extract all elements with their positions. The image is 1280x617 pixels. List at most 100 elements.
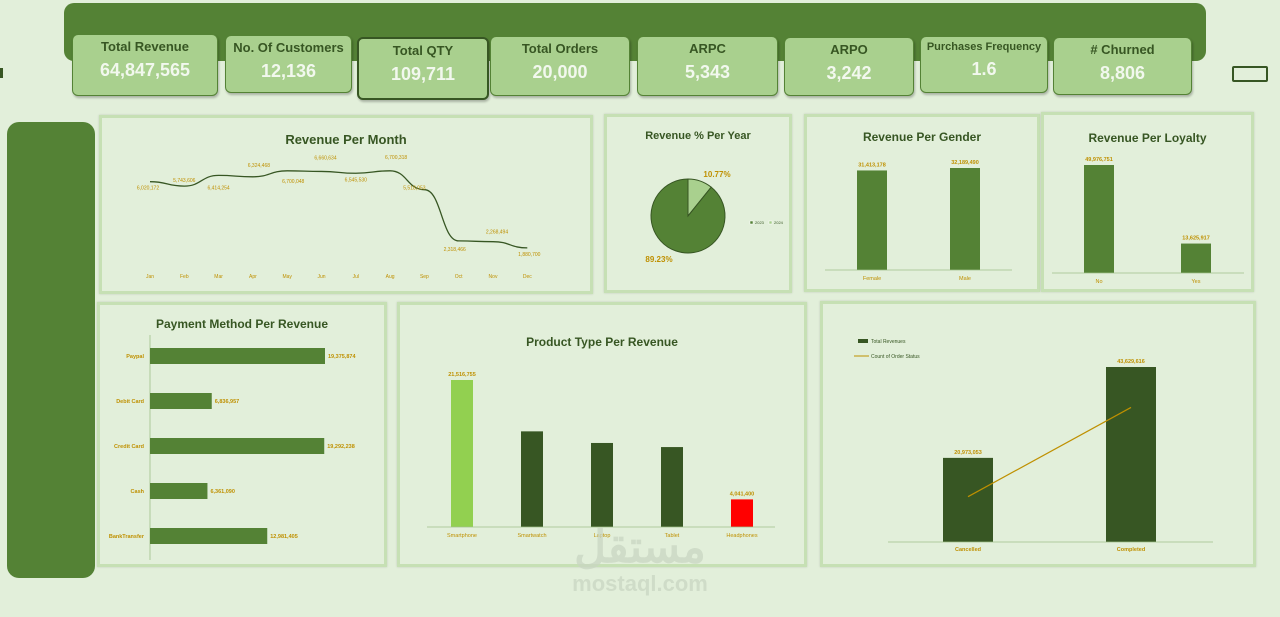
- bar: [950, 168, 980, 270]
- legend-label: Total Revenues: [871, 339, 906, 345]
- x-tick-label: Female: [863, 276, 881, 282]
- edge-marker: [0, 68, 3, 78]
- kpi-card-churned[interactable]: # Churned 8,806: [1053, 37, 1192, 95]
- data-label: 31,413,178: [858, 162, 886, 168]
- pie-label: 89.23%: [645, 255, 672, 264]
- y-tick-label: Debit Card: [116, 399, 144, 405]
- x-tick-label: Aug: [386, 274, 395, 280]
- kpi-card-purchases-frequency[interactable]: Purchases Frequency 1.6: [920, 36, 1048, 93]
- watermark: مستقل mostaql.com: [540, 525, 740, 597]
- kpi-title: Total Orders: [521, 41, 599, 56]
- legend-swatch: [858, 339, 868, 343]
- revenue-per-month-chart: 6,020,172 5,743,606 6,414,254 6,324,468 6,70…: [137, 155, 541, 280]
- y-tick-label: Credit Card: [114, 444, 144, 450]
- data-label: 6,700,048: [282, 179, 304, 185]
- kpi-card-arpo[interactable]: ARPO 3,242: [784, 37, 914, 96]
- kpi-card-total-orders[interactable]: Total Orders 20,000: [490, 36, 630, 96]
- data-label: 1,880,700: [518, 252, 540, 258]
- watermark-arabic: مستقل: [574, 523, 706, 572]
- chart-title: Revenue Per Loyalty: [1088, 131, 1207, 145]
- x-tick-label: Mar: [214, 274, 223, 280]
- revenue-per-loyalty-panel: Revenue Per Loyalty 49,976,751 No 13,625,9…: [1041, 112, 1254, 292]
- order-status-chart: Total Revenues Count of Order Status 20,97…: [854, 339, 1213, 553]
- x-tick-label: Oct: [455, 274, 463, 280]
- kpi-card-no-of-customers[interactable]: No. Of Customers 12,136: [225, 35, 352, 93]
- kpi-title: Total Revenue: [101, 39, 189, 54]
- bar: [1181, 243, 1211, 273]
- data-label: 5,743,606: [173, 178, 195, 184]
- data-label: 43,629,616: [1117, 359, 1145, 365]
- kpi-value: 1.6: [971, 59, 997, 79]
- kpi-card-total-revenue[interactable]: Total Revenue 64,847,565: [72, 34, 218, 96]
- kpi-value: 8,806: [1099, 63, 1146, 83]
- data-label: 6,700,318: [385, 155, 407, 161]
- data-label: 20,973,053: [954, 450, 982, 456]
- legend-label: 2024: [774, 220, 784, 225]
- kpi-title: Total QTY: [392, 43, 454, 58]
- kpi-card-total-qty[interactable]: Total QTY 109,711: [357, 37, 489, 100]
- bar: [150, 528, 268, 544]
- x-tick-label: Tablet: [665, 533, 680, 539]
- x-tick-label: Male: [959, 276, 971, 282]
- exit-button[interactable]: [1232, 66, 1268, 82]
- data-label: 6,414,254: [207, 185, 229, 191]
- bar: [150, 438, 325, 454]
- x-tick-label: Completed: [1117, 547, 1145, 553]
- bar: [451, 380, 473, 527]
- legend-swatch: [768, 220, 773, 225]
- x-tick-label: Dec: [523, 274, 532, 280]
- x-tick-label: Jun: [317, 274, 325, 280]
- data-label: 12,981,405: [270, 534, 298, 540]
- bar: [521, 431, 543, 527]
- order-count-line: [967, 406, 1132, 498]
- revenue-per-year-panel: Revenue % Per Year 10.77% 89.23% 2023 2024: [604, 114, 792, 293]
- kpi-value: 64,847,565: [99, 60, 191, 80]
- x-tick-label: Laptop: [594, 533, 611, 539]
- kpi-value: 3,242: [826, 63, 872, 83]
- bar: [1106, 367, 1156, 542]
- chart-title: Product Type Per Revenue: [526, 335, 678, 349]
- x-tick-label: Sep: [420, 274, 429, 280]
- data-label: 2,268,494: [486, 230, 508, 236]
- pie-label: 10.77%: [703, 170, 730, 179]
- kpi-title: # Churned: [1090, 42, 1155, 57]
- bar: [150, 393, 212, 409]
- data-label: 49,976,751: [1085, 157, 1113, 163]
- x-tick-label: Jul: [353, 274, 359, 280]
- payment-method-panel: Payment Method Per Revenue 19,375,874 Pay…: [97, 302, 387, 567]
- chart-title: Payment Method Per Revenue: [155, 317, 329, 331]
- data-label: 6,836,957: [215, 399, 239, 405]
- x-tick-label: Smartwatch: [517, 533, 546, 539]
- x-tick-label: May: [282, 274, 292, 280]
- bar: [150, 348, 325, 364]
- revenue-per-gender-panel: Revenue Per Gender 31,413,178 Female 32,18…: [804, 114, 1040, 292]
- product-type-panel: Product Type Per Revenue 21,516,755 Smart…: [397, 302, 807, 567]
- bar: [150, 483, 208, 499]
- x-tick-label: No: [1095, 279, 1102, 285]
- y-tick-label: Cash: [131, 489, 145, 495]
- x-tick-label: Nov: [489, 274, 498, 280]
- x-tick-label: Feb: [180, 274, 189, 280]
- legend-swatch: [749, 220, 754, 225]
- kpi-title: ARPO: [830, 42, 868, 57]
- kpi-card-arpc[interactable]: ARPC 5,343: [637, 36, 778, 96]
- kpi-value: 109,711: [390, 64, 456, 84]
- pie-slice-2023: [650, 178, 726, 254]
- kpi-value: 12,136: [260, 61, 317, 81]
- bar: [1084, 165, 1114, 273]
- payment-method-chart: 19,375,874 Paypal 6,836,957 Debit Card 19,29…: [109, 335, 356, 560]
- chart-title: Revenue Per Gender: [862, 130, 982, 144]
- revenue-per-month-panel: Revenue Per Month 6,020,172 5,743,606 6,41…: [99, 115, 593, 294]
- x-tick-label: Apr: [249, 274, 257, 280]
- kpi-title: Purchases Frequency: [926, 41, 1042, 53]
- data-label: 2,318,466: [444, 247, 466, 253]
- data-label: 19,375,874: [328, 354, 356, 360]
- x-tick-label: Smartphone: [447, 533, 477, 539]
- navigation-sidebar[interactable]: [7, 122, 95, 578]
- data-label: 6,020,172: [137, 186, 159, 192]
- revenue-line: [149, 170, 528, 249]
- bar: [857, 170, 887, 270]
- bar: [591, 442, 613, 527]
- data-label: 13,625,917: [1182, 236, 1210, 242]
- x-tick-label: Headphones: [726, 533, 757, 539]
